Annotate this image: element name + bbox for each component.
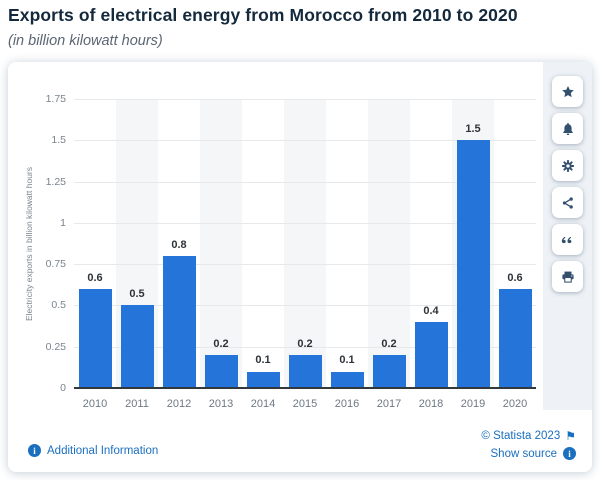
info-icon: i [28,444,41,457]
info-icon: i [563,447,576,460]
page-title: Exports of electrical energy from Morocc… [8,5,518,25]
data-label: 0.6 [87,271,103,284]
data-label: 0.6 [507,271,523,284]
quote-button[interactable] [552,224,583,255]
x-axis-tick-label: 2011 [125,398,149,410]
x-axis-tick-label: 2018 [418,398,444,410]
data-label: 0.5 [129,288,145,301]
y-axis-tick-label: 1 [60,216,66,229]
y-axis-tick-label: 0.5 [51,299,66,312]
bar-2019[interactable] [456,140,490,388]
footer-right: © Statista 2023 ⚑ Show source i [481,430,576,460]
gear-button[interactable] [552,150,583,181]
plot-band [200,99,242,388]
quote-icon [560,233,575,247]
chart-row: Electricity exports in billion kilowatt … [8,62,592,410]
flag-icon: ⚑ [565,429,576,443]
additional-information-label: Additional Information [47,444,159,457]
share-icon [561,196,575,210]
x-axis-tick-label: 2012 [166,398,192,410]
print-button[interactable] [552,261,583,292]
data-label: 0.2 [297,337,313,350]
chart-card: Electricity exports in billion kilowatt … [8,62,592,472]
bar-2015[interactable] [288,354,322,388]
y-gridline [74,140,536,142]
data-label: 0.2 [213,337,229,350]
y-gridline [74,305,536,307]
show-source-label: Show source [490,447,557,460]
x-axis-tick-label: 2014 [250,398,276,410]
y-gridline [74,264,536,266]
share-button[interactable] [552,187,583,218]
copyright-label: © Statista 2023 [481,430,561,442]
y-gridline [74,346,536,348]
x-axis-tick-label: 2013 [208,398,234,410]
page-subtitle: (in billion kilowatt hours) [8,33,163,49]
data-label: 0.1 [339,354,355,367]
x-axis-tick-label: 2016 [334,398,360,410]
bar-2016[interactable] [330,371,364,388]
bar-2020[interactable] [498,288,532,388]
chart-toolbar [543,62,592,410]
bar-chart: Electricity exports in billion kilowatt … [8,62,543,410]
bar-2017[interactable] [372,354,406,388]
y-gridline [74,222,536,224]
data-label: 0.2 [381,337,397,350]
plot-band [368,99,410,388]
x-axis-tick-label: 2020 [502,398,528,410]
y-axis-tick-label: 0.75 [45,258,66,271]
print-icon [561,270,575,284]
y-axis-tick-label: 1.75 [45,93,66,105]
y-gridline [74,99,536,100]
show-source-link[interactable]: Show source i [481,447,576,460]
x-axis-tick-label: 2015 [292,398,318,410]
y-axis-tick-label: 1.25 [45,175,66,188]
additional-information-link[interactable]: i Additional Information [28,444,158,457]
star-icon [561,85,575,99]
y-gridline [74,181,536,183]
bar-2014[interactable] [246,371,280,388]
x-axis-tick-label: 2019 [460,398,486,410]
y-axis-tick-label: 1.5 [51,134,66,147]
y-axis-tick-label: 0.25 [45,340,66,353]
data-label: 0.8 [171,238,187,251]
bell-button[interactable] [552,113,583,144]
plot-area: 0 0.25 0.5 0.75 1 1.25 1.5 1.75 0.6 2010 0.5 2011 0.… [46,93,536,410]
bar-2011[interactable] [120,305,154,388]
bar-2018[interactable] [414,321,448,388]
plot-band [284,99,326,388]
y-axis-tick-label: 0 [60,382,66,394]
x-axis-line [74,387,536,389]
bar-2010[interactable] [78,288,112,388]
data-label: 0.4 [423,304,439,317]
bar-2013[interactable] [204,354,238,388]
bell-icon [561,122,575,136]
x-axis-tick-label: 2010 [82,398,108,410]
data-label: 1.5 [465,123,481,136]
star-button[interactable] [552,76,583,107]
bar-2012[interactable] [162,255,196,388]
statista-copyright-link[interactable]: © Statista 2023 ⚑ [481,430,576,442]
x-axis-tick-label: 2017 [376,398,402,410]
chart-footer: i Additional Information © Statista 2023… [8,410,592,472]
gear-icon [561,159,575,173]
data-label: 0.1 [255,354,271,367]
